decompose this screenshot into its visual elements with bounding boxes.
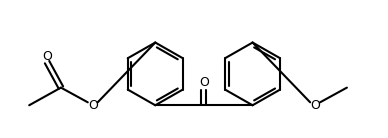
Text: O: O [88,99,98,112]
Text: O: O [42,50,52,63]
Text: O: O [310,99,320,112]
Text: O: O [199,76,209,89]
